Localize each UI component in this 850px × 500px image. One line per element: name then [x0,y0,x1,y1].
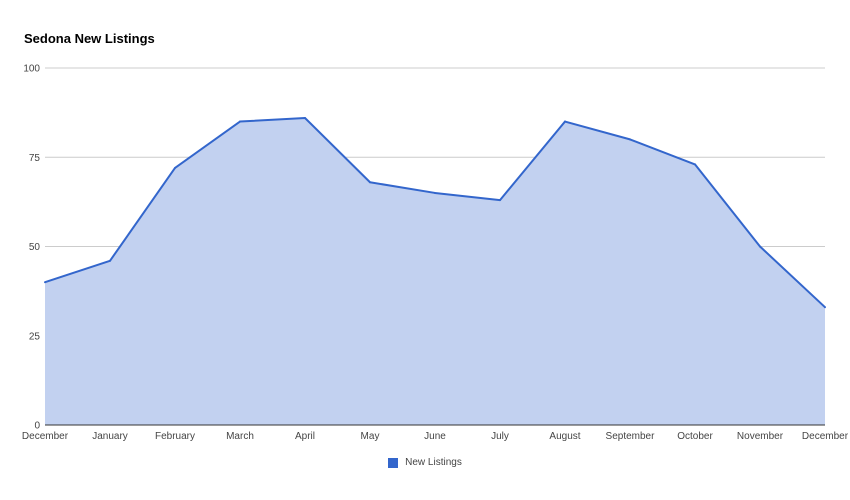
y-tick-label-0: 0 [34,421,40,432]
data-point-march-3 [239,120,241,123]
data-point-june-6 [434,191,436,194]
legend-label: New Listings [405,457,462,468]
area-fill [45,117,825,425]
data-point-april-4 [304,116,306,119]
x-tick-label-1: January [92,431,128,442]
y-tick-label-25: 25 [29,331,41,342]
y-axis: 0 25 50 75 100 [23,64,40,432]
x-tick-label-4: April [295,431,315,442]
legend: New Listings [0,457,850,468]
data-point-december-12 [824,306,826,309]
x-axis: December January February March April May June… [22,424,849,442]
x-tick-label-3: March [226,431,254,442]
x-tick-label-2: February [155,431,195,442]
x-tick-label-5: May [361,431,380,442]
data-point-february-2 [174,166,176,169]
y-tick-label-50: 50 [29,242,41,253]
data-point-may-5 [369,181,371,184]
x-tick-label-9: September [606,431,656,442]
area-series [44,116,826,425]
data-point-november-11 [759,245,761,248]
x-tick-label-7: July [491,431,509,442]
x-tick-label-6: June [424,431,446,442]
data-point-october-10 [694,163,696,166]
data-point-july-7 [499,199,501,202]
legend-swatch [388,457,399,468]
x-tick-label-8: August [549,431,580,442]
x-tick-label-11: November [737,431,784,442]
y-tick-label-75: 75 [29,153,41,164]
x-tick-label-10: October [677,431,713,442]
chart-title: Sedona New Listings [24,31,155,46]
data-point-august-8 [564,120,566,123]
x-tick-label-12: December [802,431,849,442]
data-point-january-1 [109,259,111,262]
data-point-december-0 [44,281,46,284]
data-point-september-9 [629,138,631,141]
x-tick-label-0: December [22,431,69,442]
y-tick-label-100: 100 [23,64,40,75]
